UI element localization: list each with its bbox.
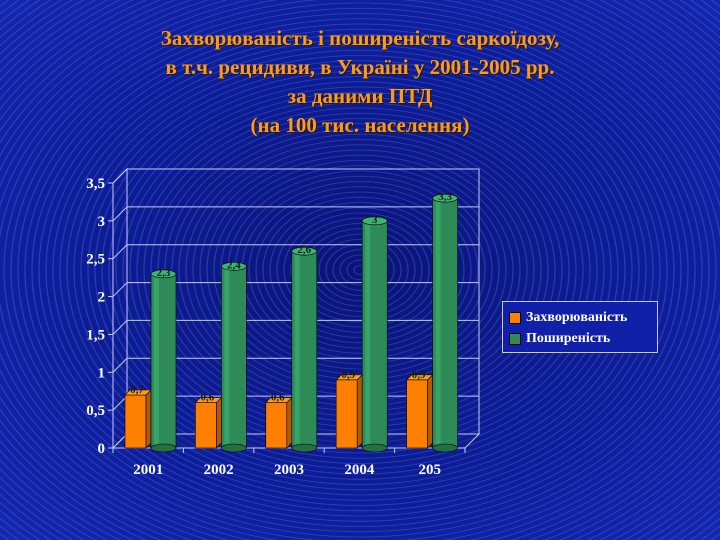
bar-series-1: [124, 394, 147, 449]
title-line-3: за даними ПТД: [287, 84, 433, 108]
bar-cap-series-2: [150, 269, 177, 279]
bar-cap-series-2: [432, 193, 458, 203]
bar-side-series-1: [145, 389, 152, 449]
legend-item-series-1: Захворюваність: [509, 307, 657, 328]
bar-side-series-1: [216, 396, 222, 449]
legend-swatch-series-2: [509, 332, 521, 345]
y-tick-label: 1: [98, 365, 106, 381]
bar-series-1: [195, 402, 217, 449]
data-label-series-1: 0,6: [271, 392, 285, 404]
gridline: [112, 168, 479, 184]
title-line-2: в т.ч. рецидиви, в Україні у 2001-2005 р…: [165, 55, 555, 79]
data-label-series-2: 3: [372, 214, 378, 226]
x-tick-label: 2004: [344, 462, 375, 478]
bar-highlight-series-2: [224, 266, 230, 448]
y-tick-label: 0: [98, 441, 106, 457]
data-label-series-2: 2,4: [227, 259, 241, 271]
bar-cap-series-2: [291, 246, 318, 256]
bar-cap-series-2: [361, 216, 388, 226]
bar-highlight-series-2: [365, 220, 371, 448]
title-line-1: Захворюваність і поширеність саркоїдозу,: [160, 26, 560, 50]
bar-highlight-series-2: [154, 273, 159, 448]
gridline: [112, 319, 479, 335]
bar-base-series-2: [432, 443, 458, 453]
bar-series-1: [335, 379, 358, 449]
bar-cap-series-2: [221, 261, 247, 271]
legend-swatch-series-1: [509, 311, 521, 324]
bar-base-series-2: [221, 443, 247, 453]
legend-label-series-2: Поширеність: [526, 330, 611, 346]
chart-title: Захворюваність і поширеність саркоїдозу,…: [0, 24, 720, 140]
gridline: [112, 206, 479, 222]
y-tick-label: 2: [98, 290, 106, 306]
bar-series-1: [265, 402, 288, 449]
data-label-series-1: 0,7: [130, 384, 144, 396]
y-tick-label: 2,5: [86, 252, 105, 268]
bar-base-series-2: [361, 443, 388, 453]
x-tick-label: 2003: [274, 462, 304, 478]
data-label-series-1: 0,9: [412, 369, 426, 381]
bar-series-1: [406, 379, 428, 449]
data-label-series-2: 2,3: [157, 267, 171, 279]
data-label-series-1: 0,9: [341, 369, 355, 381]
gridline: [112, 357, 479, 373]
title-line-4: (на 100 тис. населення): [250, 113, 470, 137]
y-tick-label: 3,5: [86, 176, 105, 192]
legend-label-series-1: Захворюваність: [526, 309, 628, 325]
legend-item-series-2: Поширеність: [509, 328, 657, 349]
gridline: [112, 282, 479, 297]
x-tick-label: 2002: [204, 462, 234, 478]
y-tick-label: 3: [98, 214, 106, 230]
x-tick-label: 205: [419, 462, 442, 478]
y-tick-label: 0,5: [86, 403, 105, 419]
gridline: [112, 244, 479, 260]
bar-side-series-1: [286, 396, 293, 449]
bar-base-series-2: [150, 443, 177, 453]
data-label-series-1: 0,6: [201, 392, 215, 404]
data-label-series-2: 2,6: [297, 244, 311, 256]
chart-legend: Захворюваність Поширеність: [502, 301, 658, 353]
bar-highlight-series-2: [435, 198, 441, 448]
y-tick-label: 1,5: [86, 327, 105, 343]
bar-highlight-series-2: [294, 251, 300, 448]
data-label-series-2: 3,3: [438, 191, 452, 203]
x-tick-label: 2001: [133, 462, 163, 478]
bar-base-series-2: [291, 443, 318, 453]
bar-side-series-1: [427, 374, 433, 449]
bar-side-series-1: [356, 374, 363, 449]
